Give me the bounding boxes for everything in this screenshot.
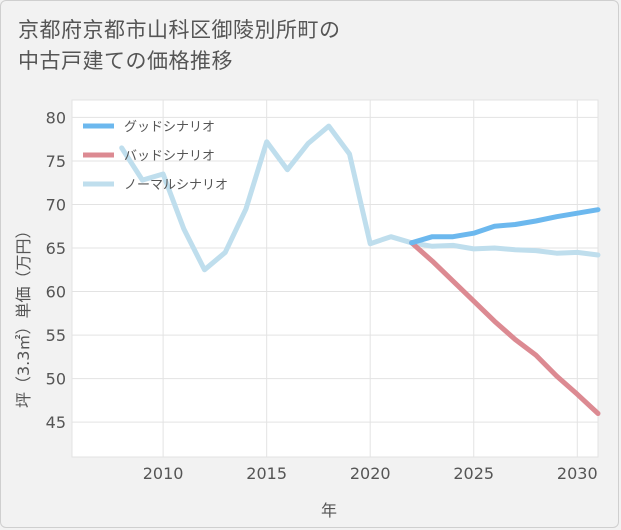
title-line-2: 中古戸建ての価格推移	[18, 49, 233, 73]
data-point	[556, 216, 558, 218]
x-axis-ticks: 2010 2015 2020 2025 2030	[143, 464, 598, 483]
data-point	[576, 393, 578, 395]
data-point	[431, 260, 433, 262]
data-point	[494, 247, 495, 249]
data-point	[494, 320, 495, 322]
data-point	[535, 250, 537, 252]
data-point	[535, 220, 537, 222]
x-tick-label: 2010	[143, 464, 184, 483]
data-point	[576, 251, 578, 253]
y-tick-label: 45	[46, 413, 66, 432]
y-axis-label: 坪（3.3㎡）単価（万円）	[14, 222, 33, 408]
x-tick-label: 2030	[557, 464, 598, 483]
data-point	[307, 143, 309, 144]
title-line-1: 京都府京都市山科区御陵別所町の	[18, 18, 341, 42]
y-axis-ticks: 45 50 55 60 65 70 75 80	[46, 108, 66, 432]
data-point	[535, 354, 537, 356]
series-lines	[119, 123, 601, 416]
data-point	[204, 269, 205, 271]
series-line-1	[409, 207, 601, 246]
data-point	[473, 232, 475, 234]
y-tick-label: 65	[46, 239, 66, 258]
y-tick-label: 50	[46, 370, 66, 389]
y-tick-label: 70	[46, 195, 66, 214]
data-point	[266, 141, 268, 143]
data-point	[349, 153, 350, 155]
y-tick-label: 55	[46, 326, 66, 345]
data-point	[514, 249, 516, 251]
data-point	[431, 236, 433, 238]
data-point	[369, 243, 371, 245]
data-point	[121, 147, 123, 149]
data-point	[514, 224, 516, 225]
data-point	[183, 228, 185, 230]
legend-label: ノーマルシナリオ	[124, 178, 228, 193]
data-point	[556, 375, 558, 377]
data-point	[473, 300, 475, 302]
data-point	[514, 339, 516, 340]
data-point	[597, 209, 599, 211]
data-point	[597, 254, 599, 256]
data-point	[390, 236, 392, 238]
data-point	[431, 245, 433, 247]
data-point	[141, 179, 143, 181]
y-tick-label: 60	[46, 283, 66, 302]
data-point	[556, 252, 558, 254]
chart-title: 京都府京都市山科区御陵別所町の 中古戸建ての価格推移	[18, 15, 341, 77]
data-point	[452, 236, 454, 238]
data-point	[224, 251, 226, 253]
series-line-2	[409, 240, 601, 416]
legend-label: グッドシナリオ	[124, 120, 215, 135]
data-point	[452, 280, 454, 282]
data-point	[328, 125, 330, 127]
x-axis-label: 年	[321, 501, 338, 520]
data-point	[576, 212, 578, 214]
data-point	[452, 244, 454, 246]
data-point	[597, 413, 599, 414]
legend-label: バッドシナリオ	[124, 149, 215, 164]
data-point	[162, 173, 164, 175]
data-point	[411, 242, 413, 244]
x-tick-label: 2015	[246, 464, 287, 483]
data-point	[473, 248, 475, 250]
data-point	[245, 208, 247, 210]
x-tick-label: 2025	[453, 464, 494, 483]
y-tick-label: 75	[46, 152, 66, 171]
y-tick-label: 80	[46, 108, 66, 127]
data-point	[494, 225, 495, 227]
plot-area	[71, 99, 599, 458]
data-point	[286, 169, 288, 171]
x-tick-label: 2020	[350, 464, 391, 483]
series-line-3	[119, 123, 601, 273]
